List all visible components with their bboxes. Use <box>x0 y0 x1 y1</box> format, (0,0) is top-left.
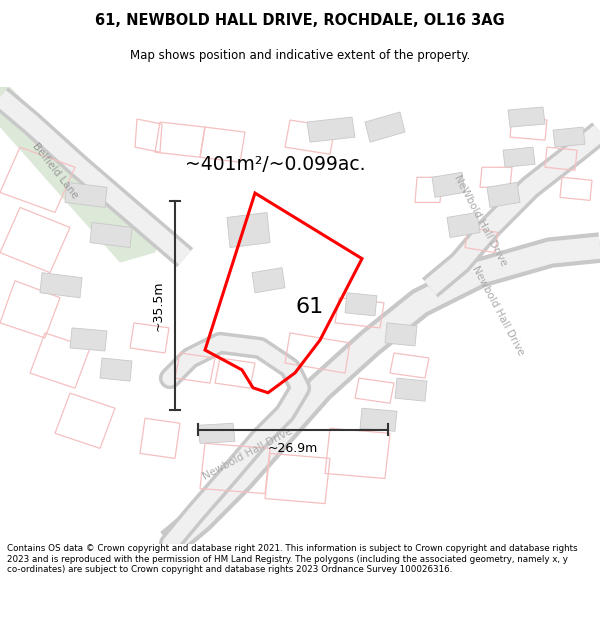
Polygon shape <box>100 358 132 381</box>
Text: ~401m²/~0.099ac.: ~401m²/~0.099ac. <box>185 155 365 174</box>
Text: 61, NEWBOLD HALL DRIVE, ROCHDALE, OL16 3AG: 61, NEWBOLD HALL DRIVE, ROCHDALE, OL16 3… <box>95 13 505 28</box>
Polygon shape <box>198 423 235 443</box>
Text: Belfield Lane: Belfield Lane <box>30 141 80 201</box>
Polygon shape <box>360 408 397 431</box>
Polygon shape <box>227 213 270 248</box>
Polygon shape <box>70 328 107 351</box>
Polygon shape <box>395 378 427 401</box>
Text: Map shows position and indicative extent of the property.: Map shows position and indicative extent… <box>130 49 470 62</box>
Polygon shape <box>0 87 160 262</box>
Polygon shape <box>345 292 377 316</box>
Polygon shape <box>252 268 285 292</box>
Polygon shape <box>385 323 417 346</box>
Polygon shape <box>432 173 465 198</box>
Polygon shape <box>365 112 405 142</box>
Text: 61: 61 <box>296 298 324 318</box>
Polygon shape <box>90 222 132 248</box>
Polygon shape <box>508 107 545 127</box>
Text: Newbold Hall Drive: Newbold Hall Drive <box>470 264 526 357</box>
Polygon shape <box>65 182 107 208</box>
Polygon shape <box>40 272 82 298</box>
Text: Contains OS data © Crown copyright and database right 2021. This information is : Contains OS data © Crown copyright and d… <box>7 544 578 574</box>
Text: NeWbold Hall Drive: NeWbold Hall Drive <box>452 174 508 268</box>
Polygon shape <box>307 117 355 142</box>
Text: ~26.9m: ~26.9m <box>268 441 318 454</box>
Polygon shape <box>447 213 480 238</box>
Text: ~35.5m: ~35.5m <box>152 280 165 331</box>
Polygon shape <box>487 182 520 208</box>
Text: Newbold Hall Drive: Newbold Hall Drive <box>202 426 295 482</box>
Polygon shape <box>553 127 585 147</box>
Polygon shape <box>503 147 535 168</box>
